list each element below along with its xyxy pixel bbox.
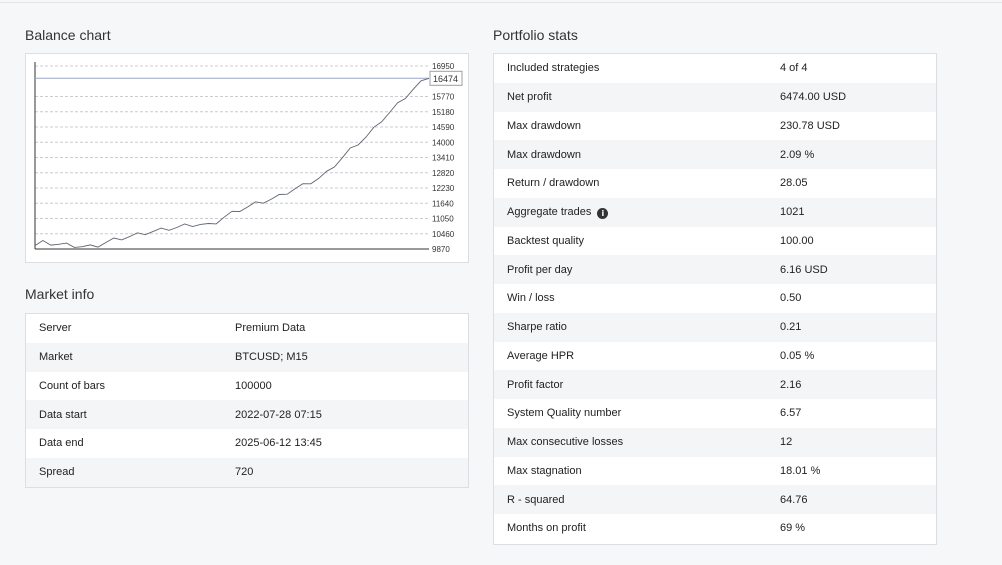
y-tick-label: 14000 <box>432 138 455 147</box>
stat-label: System Quality number <box>507 407 622 420</box>
stat-value: 6474.00 USD <box>780 91 847 104</box>
info-icon[interactable]: i <box>597 207 609 219</box>
table-row: Max drawdown 2.09 % <box>494 140 936 169</box>
table-row: Included strategies 4 of 4 <box>494 54 936 83</box>
stat-value: 6.16 USD <box>780 263 828 276</box>
stat-value: 28.05 <box>780 177 808 190</box>
market-value-data-end: 2025-06-12 13:45 <box>235 437 322 450</box>
market-info-table: Server Premium Data Market BTCUSD; M15 C… <box>26 314 468 487</box>
stat-label: Net profit <box>507 91 552 104</box>
market-label-spread: Spread <box>39 466 75 479</box>
market-label-bars: Count of bars <box>39 379 106 392</box>
stat-value: 0.05 % <box>780 349 815 362</box>
y-tick-label: 11050 <box>432 215 454 224</box>
stat-label: Max drawdown <box>507 148 581 161</box>
y-tick-label: 13410 <box>432 154 455 163</box>
table-row: Profit per day 6.16 USD <box>494 255 936 284</box>
stat-value: 4 of 4 <box>780 62 808 75</box>
stat-label-cell: Aggregate trades i <box>494 198 780 227</box>
table-row: Spread 720 <box>26 457 468 487</box>
stat-value: 230.78 USD <box>780 119 840 132</box>
y-tick-label: 11640 <box>432 199 454 208</box>
table-row: Net profit 6474.00 USD <box>494 82 936 112</box>
stat-label: Return / drawdown <box>507 177 600 190</box>
stat-value: 100.00 <box>780 234 814 247</box>
stat-value: 2.16 <box>780 378 802 391</box>
table-row: Max consecutive losses 12 <box>494 427 936 457</box>
stat-label: Max stagnation <box>507 464 582 477</box>
table-row: Max stagnation 18.01 % <box>494 457 936 486</box>
stat-label: Backtest quality <box>507 234 585 247</box>
market-label-data-start: Data start <box>39 408 87 421</box>
market-label-server: Server <box>39 322 72 335</box>
market-value-spread: 720 <box>235 466 254 479</box>
balance-line <box>34 77 430 248</box>
current-value-badge <box>429 70 463 86</box>
y-tick-label: 15180 <box>432 108 455 117</box>
table-row: Average HPR 0.05 % <box>494 342 936 371</box>
market-label-data-end: Data end <box>39 437 84 450</box>
stat-label: Average HPR <box>507 349 575 362</box>
table-row: Data end 2025-06-12 13:45 <box>26 429 468 458</box>
portfolio-stats-table: Included strategies 4 of 4 Net profit 6474… <box>494 54 936 543</box>
table-row: Count of bars 100000 <box>26 372 468 401</box>
balance-chart: 16950 15770 15180 14590 14000 13410 12820 12230… <box>34 62 463 254</box>
stat-value: 69 % <box>780 522 806 535</box>
market-label-market: Market <box>39 351 73 364</box>
table-row: Aggregate trades i 1021 <box>494 197 936 227</box>
stat-label: Aggregate trades <box>507 205 592 218</box>
market-value-data-start: 2022-07-28 07:15 <box>235 408 322 421</box>
portfolio-stats-title: Portfolio stats <box>493 27 578 43</box>
stat-value: 12 <box>780 436 793 449</box>
stat-label: Included strategies <box>507 62 600 75</box>
top-divider <box>0 2 1002 3</box>
stat-label: Profit factor <box>507 378 564 391</box>
y-tick-label: 16950 <box>432 62 455 71</box>
market-info-panel: Server Premium Data Market BTCUSD; M15 C… <box>25 313 469 488</box>
table-row: Max drawdown 230.78 USD <box>494 112 936 141</box>
table-row: Backtest quality 100.00 <box>494 227 936 256</box>
market-info-title: Market info <box>25 286 95 302</box>
market-value-market: BTCUSD; M15 <box>235 351 308 364</box>
stat-label: Max consecutive losses <box>507 436 624 449</box>
table-row: Sharpe ratio 0.21 <box>494 312 936 342</box>
y-tick-label: 15770 <box>432 93 455 102</box>
market-value-bars: 100000 <box>235 379 272 392</box>
table-row: Return / drawdown 28.05 <box>494 169 936 198</box>
y-tick-label: 14590 <box>432 123 455 132</box>
stat-label: Sharpe ratio <box>507 321 567 334</box>
stat-label: Profit per day <box>507 263 573 276</box>
table-row: Win / loss 0.50 <box>494 284 936 313</box>
table-row: Market BTCUSD; M15 <box>26 342 468 372</box>
y-tick-label: 10460 <box>432 230 455 239</box>
portfolio-stats-panel: Included strategies 4 of 4 Net profit 6474… <box>493 53 937 545</box>
stat-label: R - squared <box>507 493 565 506</box>
stat-label: Months on profit <box>507 522 586 535</box>
market-value-server: Premium Data <box>235 322 306 335</box>
y-tick-label: 12230 <box>432 184 455 193</box>
stat-value: 0.50 <box>780 292 802 305</box>
stat-value: 64.76 <box>780 493 808 506</box>
table-row: Server Premium Data <box>26 314 468 343</box>
table-row: Profit factor 2.16 <box>494 370 936 399</box>
table-row: Data start 2022-07-28 07:15 <box>26 400 468 429</box>
stat-label: Win / loss <box>507 292 555 305</box>
stat-value: 18.01 % <box>780 464 821 477</box>
stat-value: 2.09 % <box>780 148 815 161</box>
y-tick-label: 9870 <box>432 245 450 254</box>
balance-chart-title: Balance chart <box>25 27 111 43</box>
stat-value: 0.21 <box>780 321 802 334</box>
y-tick-label: 12820 <box>432 169 455 178</box>
stat-value: 6.57 <box>780 407 802 420</box>
table-row: R - squared 64.76 <box>494 485 936 514</box>
stat-value: 1021 <box>780 206 805 219</box>
balance-chart-panel: 16950 15770 15180 14590 14000 13410 12820 12230… <box>25 53 469 263</box>
table-row: System Quality number 6.57 <box>494 399 936 428</box>
current-value-label: 16474 <box>433 74 458 84</box>
table-row: Months on profit 69 % <box>494 514 936 543</box>
stat-label: Max drawdown <box>507 119 581 132</box>
